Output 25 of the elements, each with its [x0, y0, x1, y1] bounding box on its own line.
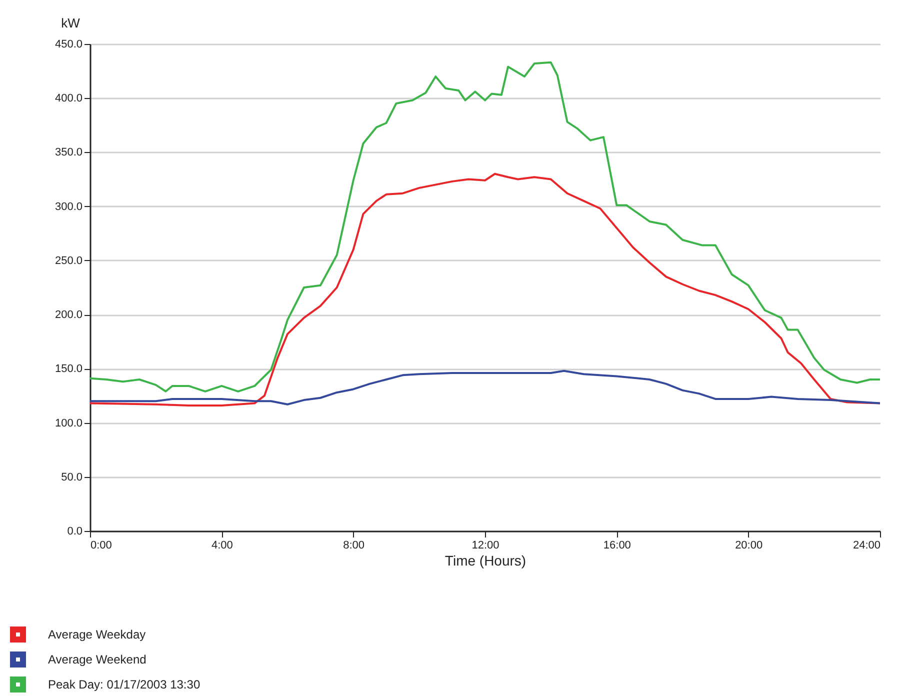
x-tick-label: 24:00 — [852, 540, 880, 552]
y-tick-label: 200.0 — [54, 309, 82, 322]
line-series — [90, 172, 880, 406]
x-tick-label: 8:00 — [343, 540, 365, 552]
y-tick-label: 0.0 — [67, 526, 82, 538]
y-tick-label: 300.0 — [54, 200, 82, 213]
legend-label: Average Weekend — [48, 652, 146, 666]
y-tick-label: 350.0 — [54, 146, 82, 159]
x-axis-title: Time (Hours) — [444, 552, 526, 568]
line-series — [90, 61, 880, 392]
x-tick-label: 4:00 — [211, 540, 233, 552]
y-tick-label: 450.0 — [54, 38, 82, 50]
x-tick-label: 12:00 — [472, 540, 500, 552]
y-axis-title: kW — [61, 16, 81, 30]
legend-label: Peak Day: 01/17/2003 13:30 — [48, 678, 200, 692]
x-tick-label: 20:00 — [735, 540, 763, 552]
legend-label: Average Weekday — [48, 628, 146, 642]
y-tick-label: 150.0 — [54, 363, 82, 376]
x-tick-label: 16:00 — [603, 540, 631, 552]
y-tick-label: 100.0 — [54, 417, 82, 430]
line-series — [90, 370, 880, 406]
y-tick-label: 50.0 — [61, 471, 82, 484]
y-tick-label: 400.0 — [54, 92, 82, 105]
y-tick-label: 250.0 — [54, 254, 82, 267]
x-tick-label: 0:00 — [90, 540, 112, 552]
